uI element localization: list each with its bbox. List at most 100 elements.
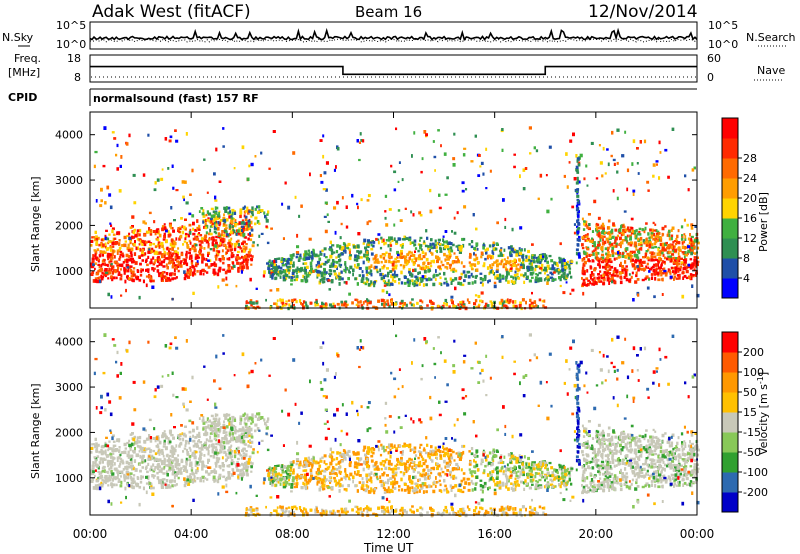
power-cell bbox=[450, 242, 453, 246]
velocity-cell bbox=[104, 458, 107, 461]
power-cell bbox=[606, 254, 610, 257]
power-cell bbox=[322, 280, 324, 284]
velocity-cell bbox=[191, 454, 194, 457]
power-cell bbox=[689, 266, 693, 270]
velocity-cell bbox=[168, 458, 172, 462]
power-cell bbox=[260, 151, 263, 155]
power-cell bbox=[413, 243, 417, 246]
power-cell bbox=[400, 252, 403, 255]
power-cell bbox=[429, 269, 432, 272]
power-cell bbox=[119, 277, 123, 281]
power-cell bbox=[551, 278, 554, 282]
power-cell bbox=[451, 260, 454, 265]
power-cell bbox=[693, 246, 696, 250]
power-cell bbox=[174, 250, 178, 253]
power-cell bbox=[249, 300, 252, 305]
power-cell bbox=[586, 233, 589, 236]
power-cell bbox=[390, 302, 394, 306]
power-cell bbox=[456, 211, 459, 215]
velocity-cell bbox=[163, 457, 166, 461]
power-cell bbox=[581, 217, 584, 221]
velocity-cell bbox=[399, 471, 403, 474]
velocity-cell bbox=[163, 430, 166, 433]
power-cell bbox=[618, 236, 622, 241]
velocity-cell bbox=[158, 450, 162, 454]
power-cell bbox=[659, 151, 662, 154]
power-cell bbox=[588, 253, 591, 257]
power-cell bbox=[111, 278, 114, 282]
power-cell bbox=[381, 302, 384, 306]
power-cell bbox=[204, 270, 207, 273]
power-cell bbox=[685, 246, 689, 249]
power-cell bbox=[162, 247, 165, 251]
power-cell bbox=[585, 283, 588, 287]
power-cell bbox=[608, 264, 611, 268]
power-cell bbox=[244, 246, 248, 250]
power-cell bbox=[161, 241, 164, 246]
power-cell bbox=[354, 298, 358, 301]
velocity-cell bbox=[152, 437, 156, 440]
velocity-cell bbox=[239, 415, 243, 418]
power-cell bbox=[601, 256, 605, 260]
power-cell bbox=[680, 225, 684, 229]
velocity-cell bbox=[101, 460, 104, 464]
power-cell bbox=[636, 265, 639, 268]
power-cell bbox=[205, 239, 209, 244]
power-cell bbox=[659, 236, 663, 240]
power-cell bbox=[348, 248, 352, 251]
velocity-cell bbox=[330, 459, 334, 462]
power-cell bbox=[468, 301, 471, 304]
power-cell bbox=[539, 260, 542, 265]
power-cell bbox=[583, 257, 585, 261]
power-cell bbox=[104, 262, 106, 266]
power-cell bbox=[328, 288, 331, 291]
power-cell bbox=[628, 234, 632, 238]
power-cell bbox=[165, 272, 169, 276]
power-cell bbox=[251, 301, 255, 305]
velocity-cell bbox=[169, 431, 172, 435]
power-cell bbox=[683, 251, 687, 254]
power-cell bbox=[676, 264, 679, 268]
power-cell bbox=[628, 229, 632, 232]
velocity-cell bbox=[244, 422, 248, 426]
power-cell bbox=[441, 243, 445, 246]
velocity-cell bbox=[242, 439, 246, 444]
power-cell bbox=[242, 245, 246, 248]
power-cell bbox=[357, 301, 360, 304]
power-cell bbox=[217, 221, 220, 225]
power-cell bbox=[522, 258, 525, 262]
power-cell bbox=[581, 243, 584, 247]
power-cell bbox=[651, 246, 655, 249]
power-cell bbox=[656, 252, 660, 256]
power-cell bbox=[139, 273, 143, 277]
velocity-cell bbox=[110, 482, 113, 485]
power-cell bbox=[485, 187, 488, 190]
velocity-cell bbox=[172, 470, 175, 474]
power-cell bbox=[440, 260, 443, 264]
velocity-cell bbox=[235, 439, 238, 443]
power-cell bbox=[240, 250, 244, 253]
power-cell bbox=[210, 263, 213, 267]
power-cell bbox=[115, 153, 118, 157]
power-cell bbox=[357, 205, 359, 210]
velocity-cell bbox=[171, 465, 175, 469]
power-cell bbox=[275, 267, 279, 270]
power-cell bbox=[213, 227, 217, 231]
velocity-cell bbox=[225, 452, 228, 456]
velocity-cell bbox=[428, 455, 431, 460]
power-cell bbox=[129, 257, 133, 262]
velocity-cell bbox=[329, 461, 333, 466]
power-cell bbox=[276, 288, 280, 292]
power-cell bbox=[533, 146, 536, 150]
velocity-cell bbox=[450, 488, 453, 492]
velocity-cell bbox=[228, 439, 232, 443]
power-cell bbox=[576, 194, 580, 198]
velocity-cell bbox=[114, 448, 119, 452]
power-cell bbox=[645, 243, 649, 246]
power-cell bbox=[489, 270, 493, 274]
power-cell bbox=[290, 261, 293, 265]
power-cell bbox=[332, 302, 335, 305]
power-cell bbox=[315, 264, 318, 268]
power-cell bbox=[669, 258, 673, 263]
power-cell bbox=[484, 277, 487, 281]
